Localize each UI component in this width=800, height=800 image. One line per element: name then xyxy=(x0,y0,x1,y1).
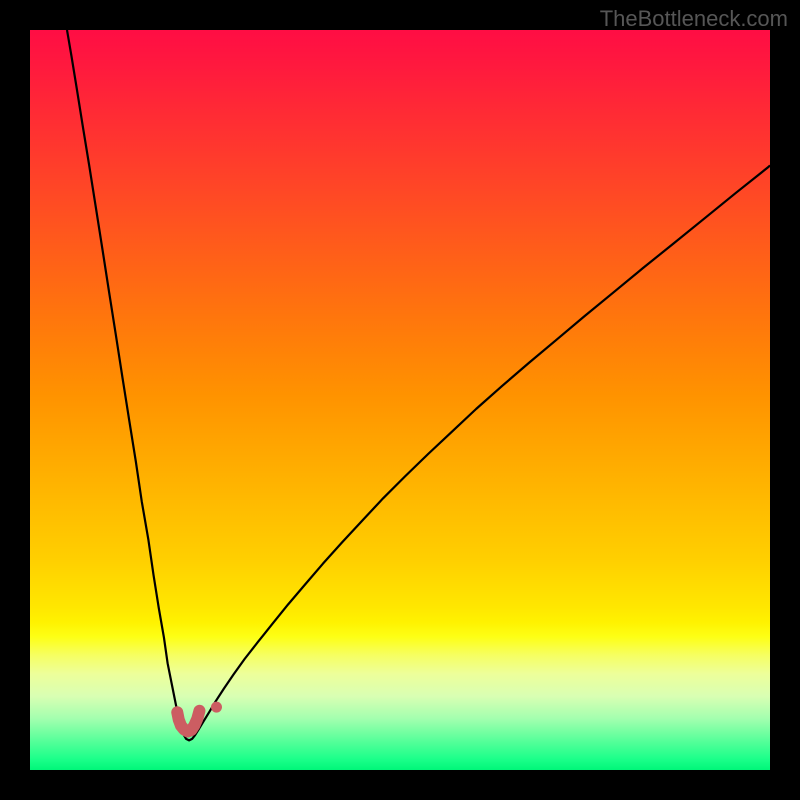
plot-area xyxy=(30,30,770,770)
bottleneck-chart-svg xyxy=(30,30,770,770)
gradient-background xyxy=(30,30,770,770)
watermark-label: TheBottleneck.com xyxy=(600,6,788,31)
highlight-dot-1 xyxy=(211,702,222,713)
watermark-text: TheBottleneck.com xyxy=(600,6,788,32)
